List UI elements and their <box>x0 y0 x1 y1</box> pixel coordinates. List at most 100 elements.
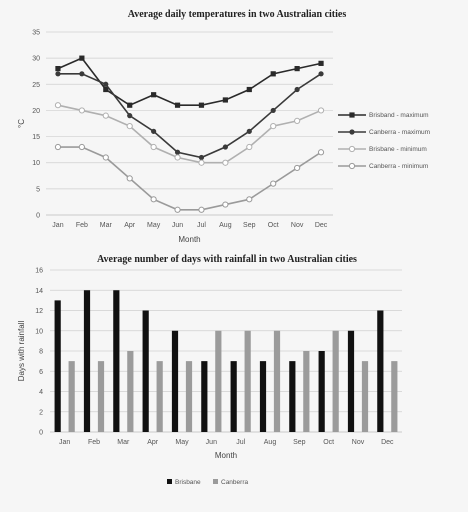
data-point <box>102 154 109 161</box>
data-point <box>78 143 85 151</box>
bar <box>391 361 398 432</box>
x-tick-label: Sep <box>243 222 256 229</box>
series-line <box>57 146 322 211</box>
data-point <box>198 159 205 166</box>
y-tick-label: 10 <box>32 160 40 167</box>
y-tick-label: 30 <box>32 56 40 63</box>
data-point <box>198 154 205 161</box>
legend-label: Brisbane - minimum <box>369 146 427 153</box>
y-tick-label: 8 <box>39 349 43 356</box>
data-point <box>246 196 253 203</box>
data-point <box>127 113 133 119</box>
series-3 <box>54 143 325 213</box>
data-point <box>294 86 300 93</box>
x-tick-label: Jan <box>59 439 70 446</box>
bar <box>273 330 281 432</box>
y-tick-label: 14 <box>35 288 43 295</box>
data-point <box>318 60 324 66</box>
x-tick-label: Dec <box>381 439 394 446</box>
y-tick-label: 0 <box>39 430 43 437</box>
data-point <box>222 144 228 150</box>
data-point <box>349 129 355 135</box>
data-point <box>294 66 300 72</box>
series-line <box>57 104 322 164</box>
bar <box>201 361 208 432</box>
data-point <box>317 149 325 156</box>
y-tick-label: 12 <box>35 308 43 315</box>
legend-label: Canberra <box>221 479 248 486</box>
bar <box>303 351 310 432</box>
legend: Brisbane Canberra <box>167 479 248 486</box>
data-point <box>294 164 301 172</box>
bar <box>54 300 61 432</box>
legend-swatch <box>213 479 218 484</box>
data-point <box>126 175 133 182</box>
bar <box>171 330 179 432</box>
data-point <box>151 128 157 134</box>
bar <box>83 290 91 432</box>
y-axis-title: °C <box>17 119 26 128</box>
chart-title: Average daily temperatures in two Austra… <box>128 9 347 20</box>
data-point <box>317 107 325 114</box>
legend-label: Brisbane <box>175 479 201 486</box>
data-point <box>246 143 253 151</box>
series-line <box>57 73 322 159</box>
x-tick-label: Apr <box>124 222 136 229</box>
temperature-chart: Average daily temperatures in two Austra… <box>17 9 430 244</box>
bar <box>127 351 134 432</box>
data-point <box>55 66 61 72</box>
x-tick-label: Apr <box>147 439 159 446</box>
bar <box>113 290 120 432</box>
x-tick-label: Mar <box>117 439 130 446</box>
data-point <box>150 143 157 151</box>
x-tick-label: Nov <box>291 222 304 229</box>
data-point <box>54 102 62 109</box>
data-point <box>246 128 252 134</box>
y-tick-label: 16 <box>35 268 43 275</box>
data-point <box>174 102 181 108</box>
x-tick-label: Dec <box>315 222 328 229</box>
x-tick-label: Feb <box>76 222 88 229</box>
data-point <box>270 71 276 77</box>
bar <box>68 361 75 432</box>
legend-label: Brisband - maximum <box>369 112 429 119</box>
y-tick-label: 15 <box>32 134 40 141</box>
y-tick-label: 20 <box>32 108 40 115</box>
bar <box>318 351 325 432</box>
data-point <box>103 81 109 87</box>
series-0 <box>54 290 384 432</box>
bar <box>215 330 222 432</box>
series-1 <box>55 71 324 161</box>
bar <box>156 361 163 432</box>
x-tick-label: Nov <box>352 439 365 446</box>
x-tick-label: Jun <box>206 439 217 446</box>
bar <box>347 330 355 432</box>
data-point <box>222 201 229 208</box>
data-point <box>294 117 301 124</box>
series-1 <box>68 330 398 432</box>
data-point <box>55 71 61 77</box>
y-tick-label: 35 <box>32 30 40 37</box>
legend-label: Canberra - maximum <box>369 129 430 136</box>
data-point <box>103 86 109 93</box>
legend-swatch <box>167 479 172 484</box>
data-point <box>127 102 133 108</box>
data-point <box>79 71 85 77</box>
data-point <box>198 206 205 213</box>
x-tick-label: Mar <box>100 222 113 229</box>
data-point <box>54 143 62 151</box>
data-point <box>222 97 228 103</box>
x-tick-label: Aug <box>264 439 277 446</box>
legend-label: Canberra - minimum <box>369 163 428 170</box>
rainfall-chart: Average number of days with rainfall in … <box>17 254 402 486</box>
x-tick-label: Jul <box>236 439 245 446</box>
data-point <box>246 86 252 93</box>
x-axis-title: Month <box>178 235 200 244</box>
legend: Brisband - maximum Canberra - maximum Bris… <box>338 112 430 170</box>
bar <box>185 361 193 432</box>
x-tick-label: Jan <box>52 222 63 229</box>
data-point <box>222 159 229 166</box>
x-tick-label: Feb <box>88 439 100 446</box>
x-tick-label: Aug <box>219 222 232 229</box>
data-point <box>150 196 157 203</box>
